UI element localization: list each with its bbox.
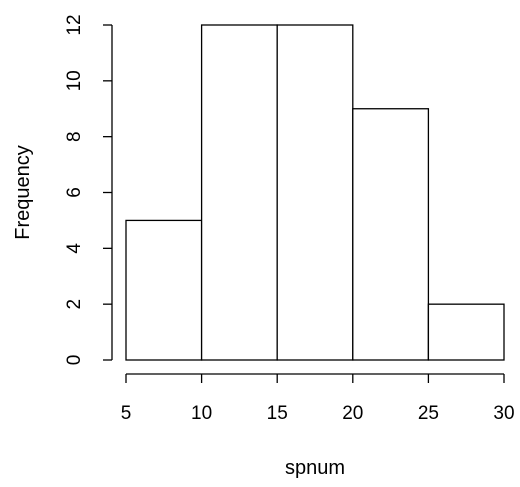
x-axis-label: spnum [285, 457, 345, 479]
y-tick-label-8: 8 [64, 131, 85, 142]
histogram-bar-2 [200, 24, 278, 361]
x-tick-label-20: 20 [342, 403, 363, 424]
y-tick-label-0: 0 [64, 355, 85, 366]
histogram-bar-1 [125, 219, 203, 361]
x-tick-label-5: 5 [121, 403, 132, 424]
y-tick-label-12: 12 [64, 14, 85, 35]
x-tick-label-10: 10 [191, 403, 212, 424]
x-axis: 5 10 15 20 25 30 [121, 373, 515, 424]
x-tick-label-30: 30 [493, 403, 514, 424]
y-tick-label-10: 10 [64, 70, 85, 91]
histogram-bar-4 [352, 108, 430, 361]
y-axis: 0 2 4 6 8 10 12 [64, 14, 113, 366]
y-tick-label-6: 6 [64, 187, 85, 198]
y-tick-label-4: 4 [64, 243, 85, 254]
y-tick-label-2: 2 [64, 299, 85, 310]
x-tick-label-15: 15 [267, 403, 288, 424]
histogram-bar-5 [427, 303, 505, 361]
y-axis-label: Frequency [12, 145, 34, 240]
x-tick-label-25: 25 [418, 403, 439, 424]
histogram-bars [125, 24, 505, 361]
histogram-bar-3 [276, 24, 354, 361]
